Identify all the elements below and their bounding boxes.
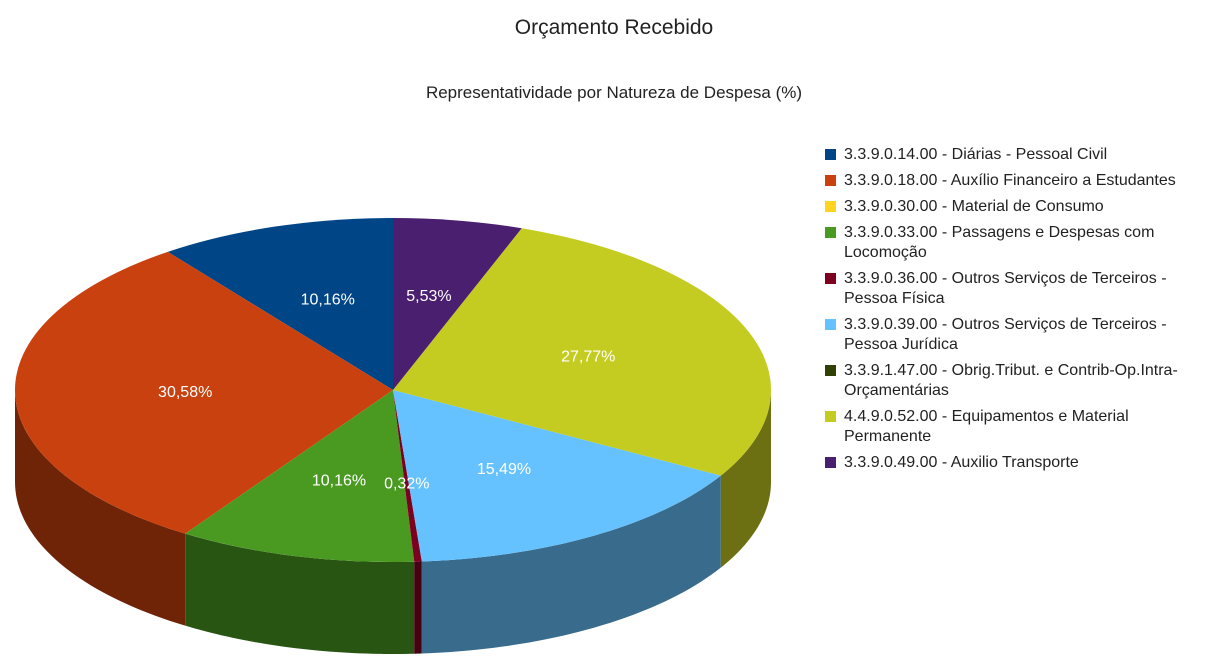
legend-label: 3.3.9.0.18.00 - Auxílio Financeiro a Est… bbox=[844, 172, 1176, 189]
data-labels: 10,16% 30,58% 10,16% 0,32% 15,49% 27,77% 5,53% bbox=[158, 288, 615, 493]
legend-label: 3.3.9.0.14.00 - Diárias - Pessoal Civil bbox=[844, 146, 1108, 163]
legend-item: 3.3.9.1.47.00 - Obrig.Tribut. e Contrib-… bbox=[825, 361, 1217, 401]
data-label: 15,49% bbox=[477, 461, 531, 478]
legend-item: 3.3.9.0.30.00 - Material de Consumo bbox=[825, 197, 1217, 217]
legend-item: 3.3.9.0.33.00 - Passagens e Despesas com… bbox=[825, 223, 1217, 263]
slice-side bbox=[720, 390, 771, 568]
legend-swatch bbox=[825, 365, 836, 376]
data-label: 30,58% bbox=[158, 384, 212, 401]
legend-label: 3.3.9.0.39.00 - Outros Serviços de Terce… bbox=[844, 316, 1167, 353]
slice-side bbox=[15, 390, 186, 626]
legend: 3.3.9.0.14.00 - Diárias - Pessoal Civil 3… bbox=[825, 145, 1217, 479]
slice-side bbox=[414, 561, 422, 654]
legend-swatch bbox=[825, 457, 836, 468]
legend-item: 4.4.9.0.52.00 - Equipamentos e Material … bbox=[825, 407, 1217, 447]
data-label: 27,77% bbox=[561, 349, 615, 366]
legend-swatch bbox=[825, 227, 836, 238]
pie-sides bbox=[15, 390, 771, 654]
data-label: 10,16% bbox=[312, 473, 366, 490]
data-label: 10,16% bbox=[301, 291, 355, 308]
slice-side bbox=[185, 533, 415, 654]
slice bbox=[393, 218, 522, 390]
legend-label: 3.3.9.1.47.00 - Obrig.Tribut. e Contrib-… bbox=[844, 362, 1178, 399]
legend-label: 4.4.9.0.52.00 - Equipamentos e Material … bbox=[844, 408, 1129, 445]
slice-side bbox=[421, 475, 721, 654]
legend-label: 3.3.9.0.36.00 - Outros Serviços de Terce… bbox=[844, 270, 1167, 307]
pie-tops bbox=[14, 218, 772, 562]
legend-swatch bbox=[825, 149, 836, 160]
legend-swatch bbox=[825, 201, 836, 212]
legend-item: 3.3.9.0.18.00 - Auxílio Financeiro a Est… bbox=[825, 171, 1217, 191]
slice bbox=[393, 228, 772, 476]
slice bbox=[393, 390, 422, 562]
legend-item: 3.3.9.0.39.00 - Outros Serviços de Terce… bbox=[825, 315, 1217, 355]
chart-title: Orçamento Recebido bbox=[515, 16, 713, 39]
data-label: 0,32% bbox=[384, 476, 429, 493]
legend-swatch bbox=[825, 411, 836, 422]
data-label: 5,53% bbox=[406, 288, 451, 305]
slice bbox=[185, 390, 415, 562]
slice bbox=[14, 251, 393, 534]
legend-label: 3.3.9.0.33.00 - Passagens e Despesas com… bbox=[844, 224, 1155, 261]
legend-item: 3.3.9.0.14.00 - Diárias - Pessoal Civil bbox=[825, 145, 1217, 165]
slice bbox=[393, 390, 721, 562]
legend-item: 3.3.9.0.49.00 - Auxilio Transporte bbox=[825, 453, 1217, 473]
legend-swatch bbox=[825, 175, 836, 186]
legend-swatch bbox=[825, 319, 836, 330]
slice bbox=[167, 218, 393, 390]
legend-label: 3.3.9.0.30.00 - Material de Consumo bbox=[844, 198, 1104, 215]
legend-swatch bbox=[825, 273, 836, 284]
chart-subtitle: Representatividade por Natureza de Despe… bbox=[426, 83, 802, 102]
legend-item: 3.3.9.0.36.00 - Outros Serviços de Terce… bbox=[825, 269, 1217, 309]
legend-label: 3.3.9.0.49.00 - Auxilio Transporte bbox=[844, 454, 1079, 471]
